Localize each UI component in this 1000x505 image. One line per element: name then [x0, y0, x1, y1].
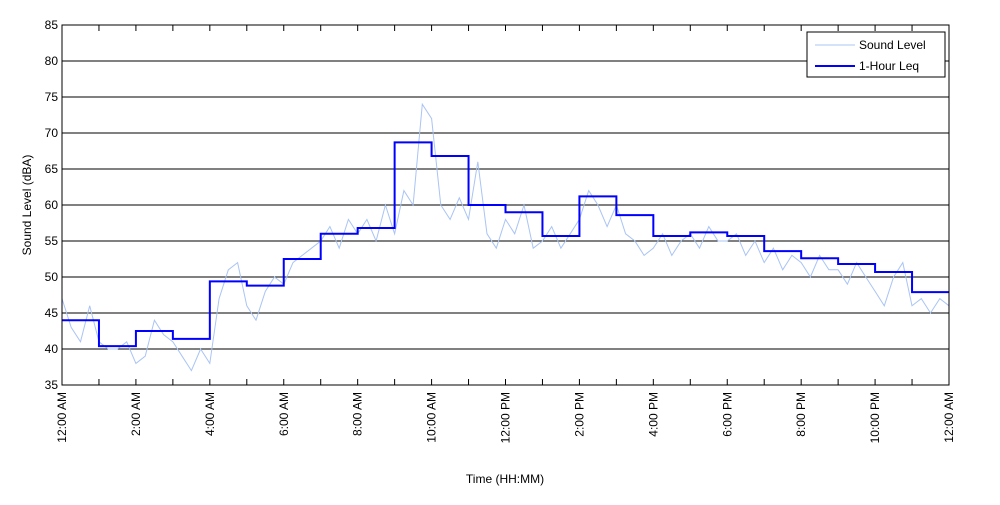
x-tick-label: 12:00 AM	[55, 392, 69, 443]
y-tick-label: 80	[45, 54, 59, 68]
legend: Sound Level 1-Hour Leq	[806, 31, 946, 78]
x-tick-label: 12:00 AM	[942, 392, 956, 443]
x-tick-label: 10:00 AM	[425, 392, 439, 443]
y-tick-label: 70	[45, 126, 59, 140]
x-tick-label: 4:00 PM	[646, 392, 660, 437]
x-tick-label: 2:00 PM	[572, 392, 586, 437]
y-tick-label: 45	[45, 306, 59, 320]
x-tick-label: 12:00 PM	[499, 392, 513, 443]
y-tick-label: 75	[45, 90, 59, 104]
x-tick-label: 8:00 AM	[351, 392, 365, 436]
x-tick-label: 2:00 AM	[129, 392, 143, 436]
series-sound-level	[61, 102, 950, 372]
y-tick-labels: 35 40 45 50 55 60 65 70 75 80 85	[45, 18, 59, 392]
x-axis-label: Time (HH:MM)	[466, 472, 544, 486]
y-axis-label: Sound Level (dBA)	[20, 155, 34, 256]
y-tick-label: 40	[45, 342, 59, 356]
x-tick-label: 8:00 PM	[794, 392, 808, 437]
legend-label-sound-level: Sound Level	[859, 38, 926, 52]
x-tick-label: 4:00 AM	[203, 392, 217, 436]
y-tick-label: 50	[45, 270, 59, 284]
y-tick-label: 55	[45, 234, 59, 248]
y-tick-label: 60	[45, 198, 59, 212]
plot-area	[61, 102, 950, 372]
x-tick-label: 6:00 AM	[277, 392, 291, 436]
plot-frame	[61, 24, 950, 386]
y-tick-label: 65	[45, 162, 59, 176]
y-tick-label: 85	[45, 18, 59, 32]
y-tick-label: 35	[45, 378, 59, 392]
x-tick-label: 6:00 PM	[720, 392, 734, 437]
legend-label-1-hour-leq: 1-Hour Leq	[859, 59, 919, 73]
series-1-hour-leq	[62, 141, 949, 348]
legend-box	[806, 31, 946, 78]
x-tick-label: 10:00 PM	[868, 392, 882, 443]
x-tick-labels: 12:00 AM 2:00 AM 4:00 AM 6:00 AM 8:00 AM 10:0…	[55, 392, 956, 443]
